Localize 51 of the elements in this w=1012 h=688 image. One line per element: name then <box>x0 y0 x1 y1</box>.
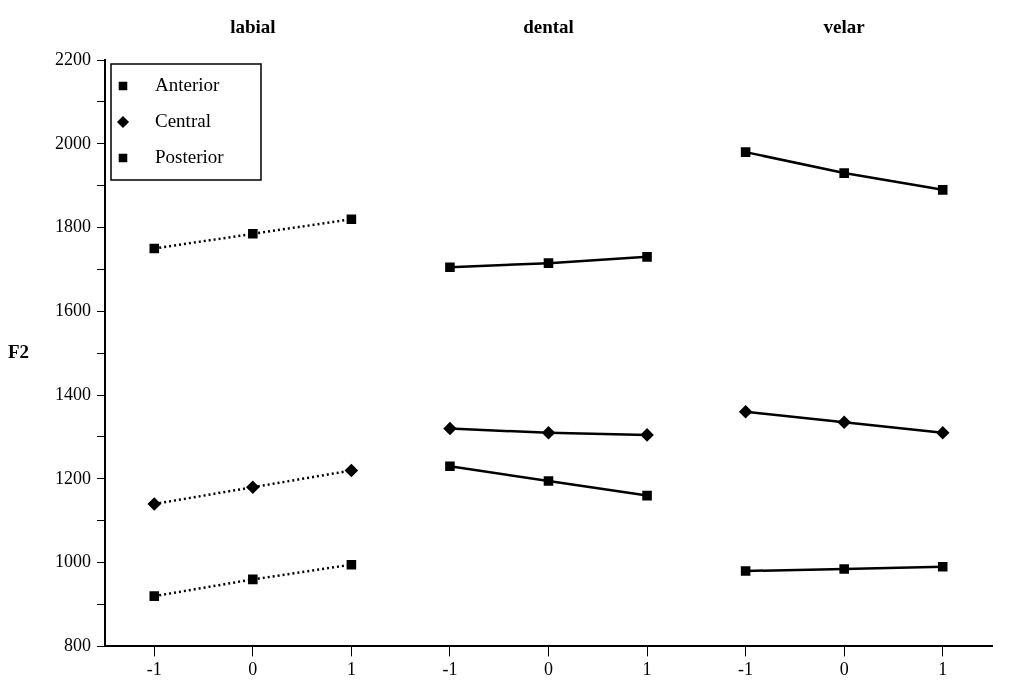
text: velar <box>823 15 866 37</box>
y-tick-label: 1400 <box>55 383 91 404</box>
legend-label: Posterior <box>155 145 225 167</box>
y-tick-label: 1800 <box>55 216 91 237</box>
point <box>642 490 652 501</box>
point <box>543 258 554 268</box>
point <box>346 559 357 570</box>
legend-label: Anterior <box>155 73 221 95</box>
point <box>740 566 751 576</box>
point <box>149 591 160 601</box>
text: labial <box>230 15 276 37</box>
point <box>543 476 554 486</box>
y-tick-label: 1200 <box>55 467 91 488</box>
x-tick-label: 1 <box>346 658 356 679</box>
point <box>937 562 948 572</box>
x-tick-label: 0 <box>544 658 553 679</box>
point <box>640 428 654 442</box>
point <box>246 480 260 494</box>
point <box>345 464 358 477</box>
point <box>443 422 457 435</box>
y-axis-title: F2 <box>8 341 30 363</box>
point <box>148 497 161 511</box>
point <box>837 416 851 429</box>
y-tick-label: 800 <box>64 635 91 656</box>
point <box>839 564 849 574</box>
point <box>248 229 258 239</box>
x-tick-label: -1 <box>442 658 458 679</box>
x-tick-label: 0 <box>248 658 258 679</box>
point <box>346 214 357 224</box>
x-tick-label: -1 <box>738 658 754 679</box>
point <box>445 461 455 472</box>
x-tick-label: 1 <box>642 658 652 679</box>
x-tick-label: 0 <box>839 658 849 679</box>
x-tick-label: -1 <box>146 658 162 679</box>
text: dental <box>523 15 574 37</box>
legend-label: Central <box>155 109 211 131</box>
x-tick-label: 1 <box>938 658 948 679</box>
y-tick-label: 1000 <box>55 551 91 572</box>
point <box>445 262 455 273</box>
point <box>936 426 949 440</box>
point <box>149 243 160 254</box>
point <box>839 168 849 178</box>
y-tick-label: 1600 <box>55 300 91 321</box>
point <box>542 426 555 440</box>
point <box>740 147 751 157</box>
point <box>739 405 752 419</box>
y-tick-label: 2200 <box>55 48 91 69</box>
point <box>642 252 652 262</box>
y-tick-label: 2000 <box>55 132 91 153</box>
point <box>248 574 258 585</box>
point <box>937 185 948 195</box>
